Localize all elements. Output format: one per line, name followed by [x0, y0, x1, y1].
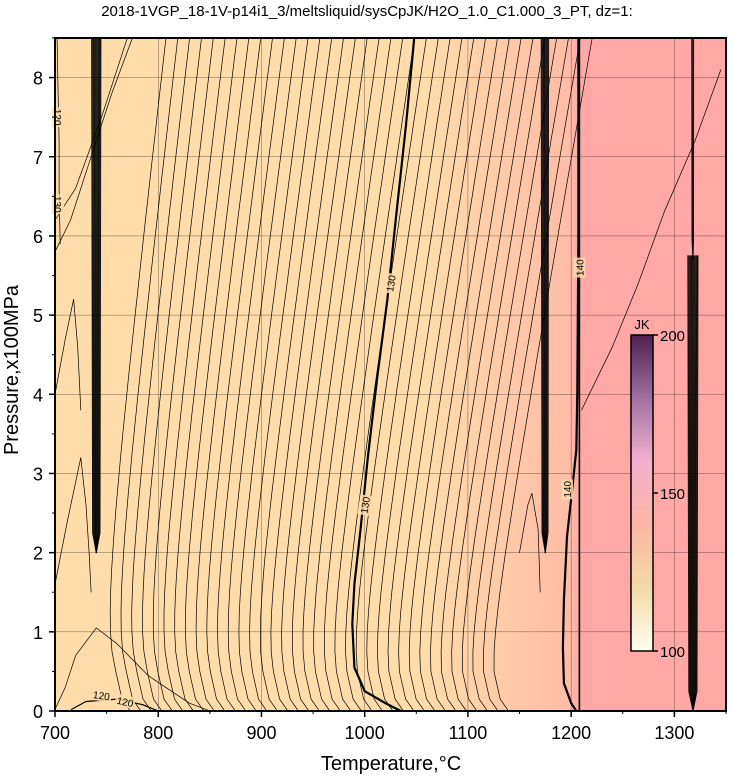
- contour-label-text: 130: [51, 196, 62, 213]
- x-tick-label: 1300: [654, 723, 694, 743]
- colorbar-tick-label: 150: [660, 486, 685, 503]
- contour-line: [281, 38, 356, 711]
- x-tick-label: 900: [246, 723, 276, 743]
- contour-line: [238, 38, 309, 711]
- contour-label-text: 130: [385, 274, 399, 293]
- contour-line: [55, 627, 211, 711]
- colorbar-tick-label: 200: [660, 328, 685, 345]
- y-tick-label: 5: [33, 306, 43, 326]
- contour-line: [313, 38, 392, 711]
- contour-label-text: 120: [92, 690, 110, 703]
- contour-label: 130: [382, 272, 399, 295]
- contour-label: 130: [51, 194, 65, 215]
- chart-title: 2018-1VGP_18-1V-p14i1_3/meltsliquid/sysC…: [101, 3, 633, 20]
- contour-line: [249, 38, 321, 711]
- contour-line: [206, 38, 273, 711]
- contour-label: 140: [573, 257, 586, 278]
- contour-line: [377, 38, 463, 711]
- contour-line: [472, 38, 569, 711]
- colorbar-label: JK: [634, 317, 650, 332]
- contour-line: [55, 298, 82, 411]
- x-axis: 700 800 900 1000 1100 1200 1300: [40, 711, 727, 743]
- y-tick-label: 6: [33, 227, 43, 247]
- colorbar-tick-label: 100: [660, 644, 685, 661]
- contour-line: [430, 38, 522, 711]
- y-tick-label: 3: [33, 464, 43, 484]
- contour-line: [581, 69, 722, 411]
- contour-line: [451, 38, 546, 711]
- contour-line: [483, 38, 581, 711]
- contour-line: [440, 38, 534, 711]
- contour-line: [302, 38, 380, 711]
- contour-line: [195, 38, 262, 711]
- y-axis-label: Pressure,x100MPa: [1, 284, 23, 455]
- y-tick-label: 4: [33, 385, 43, 405]
- contour-line: [461, 38, 558, 711]
- contour-line: [55, 457, 92, 593]
- contour-line: [55, 38, 128, 221]
- contour-line: [120, 38, 179, 711]
- phase-boundary-band-2: [544, 38, 550, 554]
- phase-boundary-band-3: [692, 255, 699, 711]
- contour-line: [185, 38, 250, 711]
- contour-label-text: 140: [563, 481, 574, 498]
- contour-line-130: [351, 38, 416, 711]
- contour-line: [387, 38, 475, 711]
- plot-frame: [54, 37, 727, 712]
- contour-line: [519, 492, 541, 593]
- contour-line: [259, 38, 333, 711]
- contour-line: [163, 38, 226, 711]
- phase-boundary-band-3-upper: [692, 38, 695, 261]
- contour-line: [398, 38, 486, 711]
- x-tick-label: 1000: [345, 723, 385, 743]
- contour-label-text: 120: [116, 696, 135, 710]
- contour-line: [270, 38, 344, 711]
- y-tick-label: 8: [33, 69, 43, 89]
- contour-labels: 120 120 120 130 130 130 140 140: [51, 107, 586, 710]
- y-tick-label: 0: [33, 702, 43, 722]
- colorbar: JK 100 150 200: [630, 317, 685, 661]
- contour-line: [174, 38, 238, 711]
- colorbar-ticks: 100 150 200: [653, 328, 685, 661]
- contour-line: [419, 38, 510, 711]
- y-tick-label: 7: [33, 148, 43, 168]
- x-tick-label: 1100: [449, 723, 488, 743]
- contour-line: [55, 38, 133, 253]
- contour-label: 120: [90, 687, 113, 703]
- contour-line: [227, 38, 297, 711]
- contour-label: 120: [114, 693, 137, 710]
- contour-line: [334, 38, 415, 711]
- contour-line: [493, 38, 593, 711]
- contour-line: [152, 38, 214, 711]
- phase-boundary-band-2: [544, 38, 547, 554]
- x-axis-label: Temperature,°C: [321, 753, 461, 775]
- contour-line: [366, 38, 451, 711]
- contour-line: [323, 38, 404, 711]
- contour-line-140: [561, 38, 580, 711]
- x-tick-label: 1200: [551, 723, 591, 743]
- contour-label-text: 120: [51, 109, 62, 126]
- contour-line: [408, 38, 498, 711]
- y-tick-label: 1: [33, 623, 43, 643]
- contour-lines: [55, 38, 722, 711]
- phase-boundary-band-1: [95, 38, 102, 554]
- plot-background: [55, 38, 726, 711]
- contour-label: 130: [357, 494, 373, 516]
- contour-line: [131, 38, 190, 711]
- contour-line: [109, 38, 167, 711]
- contour-label: 140: [561, 479, 574, 500]
- y-tick-label: 2: [33, 544, 43, 564]
- contour-line: [142, 38, 202, 711]
- contour-label-text: 130: [359, 496, 373, 515]
- x-tick-label: 700: [40, 723, 70, 743]
- contour-label-text: 140: [575, 259, 586, 276]
- contour-line: [217, 38, 285, 711]
- colorbar-gradient: [630, 334, 654, 652]
- x-tick-label: 800: [143, 723, 173, 743]
- y-axis: 0 1 2 3 4 5 6 7 8: [33, 37, 55, 722]
- contour-line: [291, 38, 368, 711]
- contour-line: [355, 38, 439, 711]
